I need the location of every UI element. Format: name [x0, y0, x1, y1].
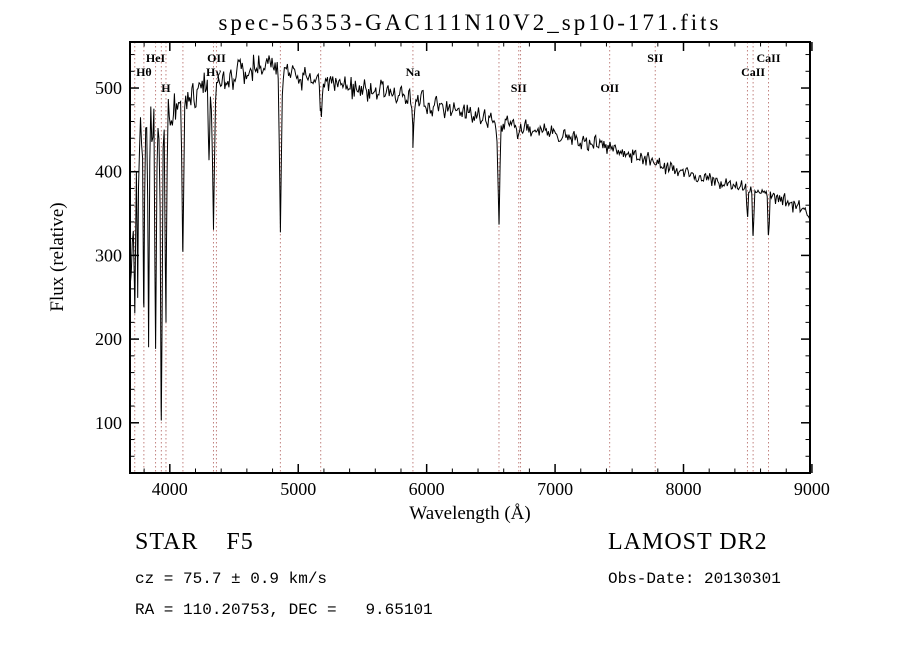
- spectral-line-label: OII: [207, 51, 226, 65]
- spectral-line-label: Na: [406, 65, 421, 79]
- y-tick-label: 400: [95, 162, 122, 182]
- y-axis-title: Flux (relative): [47, 202, 68, 311]
- spectral-line-label: H: [161, 81, 171, 95]
- x-axis-title: Wavelength (Å): [409, 503, 530, 524]
- axes: 4000 5000 6000 7000 8000 9000 100 200 300 400 500: [95, 41, 830, 499]
- x-tick-label: 5000: [280, 479, 316, 499]
- x-tick-label: 4000: [152, 479, 188, 499]
- x-tick-label: 6000: [409, 479, 445, 499]
- spectral-line-label: Hγ: [206, 65, 221, 79]
- y-tick-label: 200: [95, 329, 122, 349]
- spectral-line-label: HeI: [146, 51, 166, 65]
- plot-frame: [129, 41, 811, 474]
- y-tick-label: 500: [95, 78, 122, 98]
- spectral-line-label: CaII: [757, 51, 781, 65]
- y-tick-label: 100: [95, 413, 122, 433]
- ra-dec: RA = 110.20753, DEC = 9.65101: [135, 601, 433, 619]
- spectral-line-label: OII: [600, 81, 619, 95]
- chart-title: spec-56353-GAC111N10V2_sp10-171.fits: [218, 10, 721, 35]
- spectral-line-label: SII: [511, 81, 527, 95]
- x-tick-label: 9000: [794, 479, 830, 499]
- spectral-line-label: CaII: [741, 65, 765, 79]
- spectral-line-label: Hθ: [136, 65, 152, 79]
- y-tick-label: 300: [95, 245, 122, 265]
- cz-value: cz = 75.7 ± 0.9 km/s: [135, 570, 327, 588]
- x-tick-label: 8000: [666, 479, 702, 499]
- survey-label: LAMOST DR2: [608, 529, 768, 555]
- spectral-line-label: SII: [647, 51, 663, 65]
- x-tick-label: 7000: [537, 479, 573, 499]
- spectrum-line: [130, 54, 810, 421]
- classification-label: STAR F5: [135, 529, 254, 555]
- obs-date: Obs-Date: 20130301: [608, 570, 781, 588]
